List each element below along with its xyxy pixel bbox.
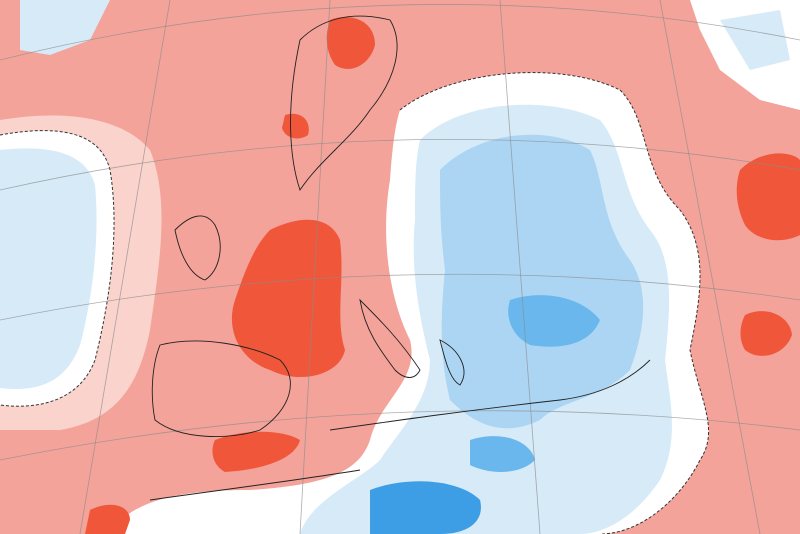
deep-blue-zone <box>508 295 600 347</box>
coastline <box>174 215 221 281</box>
warm-core <box>231 219 345 378</box>
coastline <box>149 469 361 501</box>
coastline <box>290 15 398 192</box>
graticule <box>79 0 171 534</box>
graticule <box>0 4 800 61</box>
blue-zone <box>440 134 644 429</box>
warm-core <box>85 504 130 534</box>
coastline <box>439 339 465 386</box>
warm-core <box>740 311 792 356</box>
graticule <box>659 0 761 534</box>
warm-core <box>212 431 300 472</box>
deep-blue-zone <box>470 436 535 472</box>
coastline <box>329 359 651 431</box>
coastline <box>151 340 291 437</box>
graticule <box>0 273 800 321</box>
warm-core <box>736 153 800 241</box>
contour <box>0 130 115 407</box>
graticule <box>0 138 800 191</box>
graticule <box>299 0 331 534</box>
warm-core <box>326 17 375 69</box>
coastline <box>359 298 421 378</box>
light-blue-zone <box>0 148 97 389</box>
north-east-blue <box>720 10 790 70</box>
warm-core <box>282 113 309 139</box>
graticule <box>499 0 541 534</box>
deep-blue-zone <box>370 481 481 534</box>
greenland-blue <box>20 0 110 55</box>
graticule <box>0 410 800 461</box>
